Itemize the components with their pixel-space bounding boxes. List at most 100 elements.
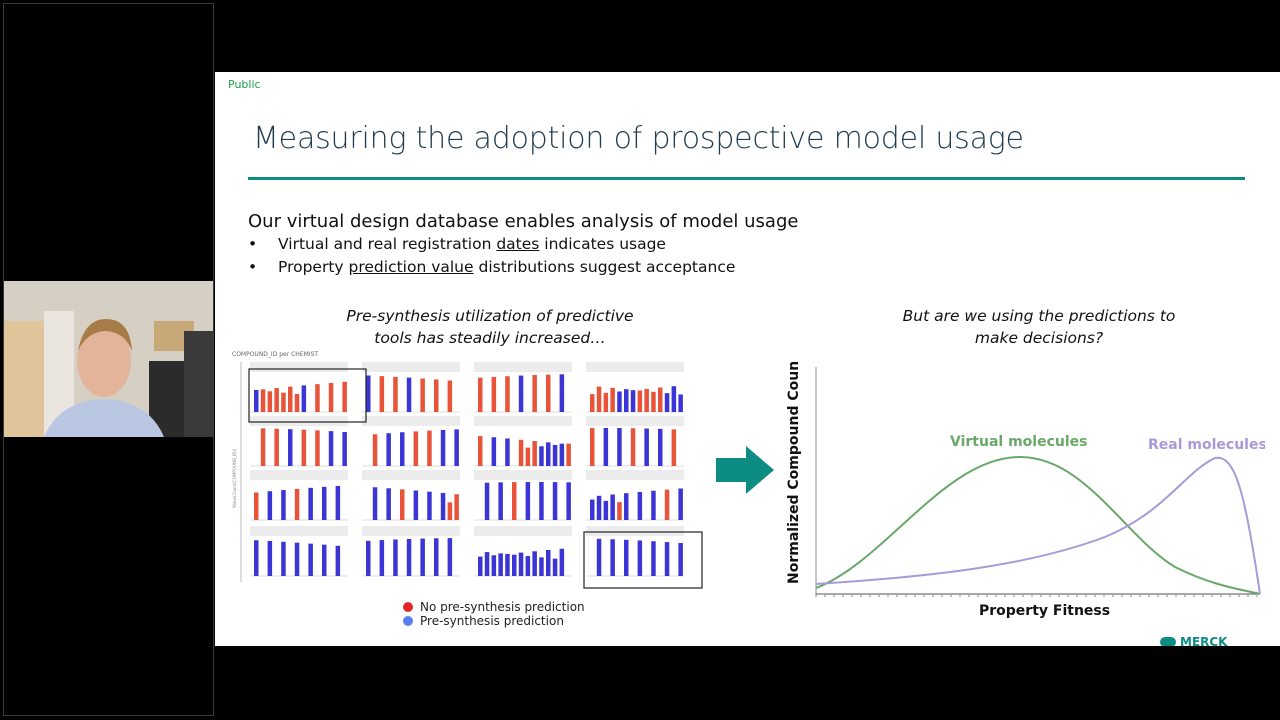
panel-bar bbox=[590, 428, 595, 466]
panel-bar bbox=[491, 437, 497, 466]
panel-bar bbox=[420, 378, 425, 412]
panel-bar bbox=[651, 391, 656, 412]
panel-bar bbox=[525, 482, 531, 520]
panel-bar bbox=[335, 485, 341, 520]
panel-bar bbox=[596, 495, 602, 520]
panel-bar bbox=[281, 490, 286, 520]
panel-header bbox=[474, 362, 572, 372]
panel-bar bbox=[315, 384, 320, 412]
panel-bar bbox=[658, 387, 663, 412]
panel-bar bbox=[624, 493, 629, 520]
panel-bar bbox=[498, 482, 503, 520]
panel-bar bbox=[328, 382, 334, 412]
panel-header bbox=[362, 470, 460, 480]
panel-bar bbox=[322, 544, 327, 576]
y-axis-label: Normalized Compound Count bbox=[786, 362, 802, 584]
panel-bar bbox=[552, 558, 558, 576]
panel-bar bbox=[590, 499, 595, 520]
panel-bar bbox=[406, 377, 412, 412]
small-multiples-chart: COMPOUND_ID per CHEMIST Value(Count(COMP… bbox=[232, 351, 703, 589]
panel-bar bbox=[288, 386, 293, 412]
panel-bar bbox=[254, 492, 259, 520]
prediction-value-link: prediction value bbox=[348, 258, 474, 276]
merck-logo: MERCK bbox=[1160, 635, 1227, 646]
panel-bar bbox=[478, 436, 483, 466]
panel-bar bbox=[539, 446, 544, 466]
panel-bar bbox=[559, 443, 565, 466]
series-label-real: Real molecules bbox=[1148, 437, 1265, 453]
panel-bar bbox=[260, 428, 266, 466]
panel-bar bbox=[281, 392, 286, 412]
panel-bar bbox=[491, 376, 497, 412]
panel-bar bbox=[671, 429, 677, 466]
panel-bar bbox=[552, 482, 558, 520]
panel-header bbox=[586, 470, 684, 480]
panel-bar bbox=[546, 549, 551, 576]
panel-bar bbox=[379, 376, 385, 412]
panel-bar bbox=[440, 429, 446, 466]
panel-bar bbox=[512, 482, 517, 520]
left-caption: Pre-synthesis utilization of predictive … bbox=[346, 307, 634, 347]
panel-bar bbox=[372, 487, 378, 520]
panel-bar bbox=[294, 542, 300, 576]
panel-bar bbox=[539, 557, 544, 576]
panel-bar bbox=[532, 441, 537, 466]
panel-bar bbox=[322, 486, 327, 520]
panel-bar bbox=[678, 488, 683, 520]
panel-bar bbox=[366, 375, 371, 412]
panel-bar bbox=[651, 541, 656, 576]
panel-header bbox=[474, 470, 572, 480]
dates-link: dates bbox=[496, 235, 540, 253]
panel-header bbox=[362, 362, 460, 372]
red-dot-icon bbox=[403, 602, 413, 612]
panel-bar bbox=[671, 386, 677, 412]
panel-bar bbox=[512, 554, 517, 576]
panel-bar bbox=[342, 431, 347, 466]
panel-bar bbox=[447, 380, 453, 412]
panel-bar bbox=[393, 539, 398, 576]
panel-bar bbox=[301, 429, 307, 466]
panel-bar bbox=[420, 538, 425, 576]
panel-bar bbox=[518, 439, 524, 466]
panel-bar bbox=[400, 489, 405, 520]
panel-bar bbox=[630, 390, 636, 412]
panel-header bbox=[586, 526, 684, 536]
panel-bar bbox=[484, 482, 490, 520]
panel-bar bbox=[294, 393, 300, 412]
panel-bar bbox=[491, 555, 497, 576]
panel-bar bbox=[260, 389, 266, 412]
panel-bar bbox=[281, 541, 286, 576]
panel-bar bbox=[267, 540, 273, 576]
panel-header bbox=[586, 362, 684, 372]
series-line-virtual bbox=[815, 455, 1261, 595]
panel-bar bbox=[644, 428, 649, 466]
panel-bar bbox=[288, 429, 293, 466]
panel-bar bbox=[624, 389, 629, 412]
multiples-panels bbox=[250, 362, 684, 577]
right-caption: But are we using the predictions to make… bbox=[902, 307, 1176, 347]
panel-bar bbox=[664, 489, 670, 520]
panel-bar bbox=[505, 376, 510, 412]
panel-bar bbox=[393, 376, 398, 412]
panel-bar bbox=[546, 442, 551, 466]
panel-bar bbox=[274, 428, 279, 466]
panel-bar bbox=[518, 552, 524, 576]
panel-bar bbox=[478, 556, 483, 576]
panel-bar bbox=[400, 432, 405, 466]
x-axis-label: Property Fitness bbox=[979, 603, 1110, 619]
panel-bar bbox=[447, 538, 453, 576]
panel-header bbox=[250, 470, 348, 480]
panel-bar bbox=[434, 538, 439, 576]
panel-bar bbox=[624, 539, 629, 576]
panel-bar bbox=[617, 428, 622, 466]
panel-bar bbox=[566, 482, 571, 520]
panel-bar bbox=[664, 393, 670, 412]
panel-header bbox=[362, 416, 460, 426]
panel-header bbox=[586, 416, 684, 426]
panel-bar bbox=[254, 390, 259, 412]
panel-bar bbox=[427, 491, 432, 520]
panel-bar bbox=[610, 494, 615, 520]
panel-bar bbox=[658, 428, 663, 466]
panel-bar bbox=[644, 388, 649, 412]
webcam-feed bbox=[4, 281, 213, 437]
